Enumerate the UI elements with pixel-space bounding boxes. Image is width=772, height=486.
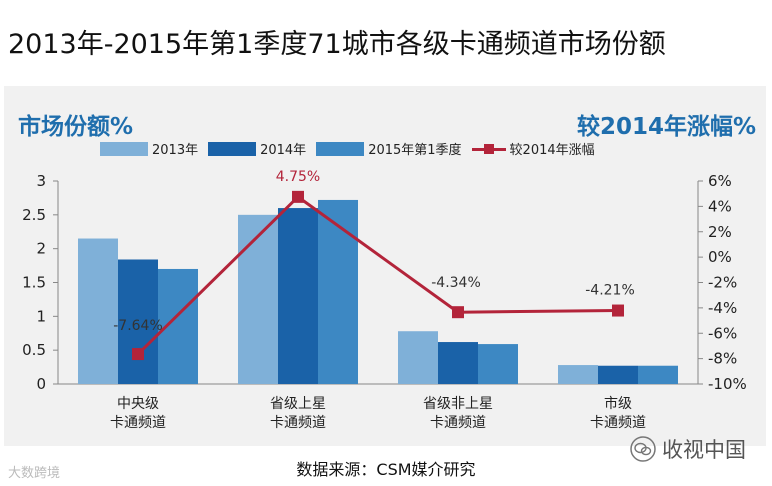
growth-data-label: 4.75%	[276, 169, 320, 185]
legend-swatch-2014	[208, 141, 257, 156]
category-label: 市级	[604, 395, 632, 412]
left-tick-label: 1.5	[22, 274, 46, 292]
legend-item-2014: 2014年	[208, 139, 306, 158]
bar-1-1	[278, 208, 318, 384]
left-tick-label: 3	[36, 172, 46, 190]
left-tick-label: 2.5	[22, 206, 46, 224]
category-label: 卡通频道	[270, 415, 326, 431]
bar-2-1	[438, 342, 478, 384]
watermark-right-label: 收视中国	[662, 438, 746, 462]
growth-data-label: -4.21%	[585, 283, 635, 299]
legend-swatch-2015q1	[316, 141, 365, 156]
legend-label-2014: 2014年	[260, 143, 307, 158]
legend-swatch-2013	[100, 141, 148, 156]
bar-1-2	[318, 199, 358, 384]
growth-data-label: -7.64%	[113, 318, 163, 334]
bar-2-0	[398, 331, 438, 384]
legend-label-growth: 较2014年涨幅	[509, 143, 595, 158]
source-note: 数据来源：CSM媒介研究	[296, 460, 476, 479]
legend: 2013年 2014年 2015年第1季度 较2014年涨幅	[100, 139, 605, 158]
left-axis-title: 市场份额%	[18, 114, 134, 140]
right-tick-label: -8%	[708, 350, 737, 368]
legend-item-2015q1: 2015年第1季度	[316, 139, 462, 158]
bar-3-0	[558, 365, 598, 384]
left-tick-label: 0.5	[22, 341, 46, 359]
bar-0-0	[78, 238, 118, 384]
bar-2-2	[478, 344, 518, 384]
growth-marker	[132, 348, 144, 361]
right-tick-label: -4%	[708, 299, 737, 317]
legend-item-2013: 2013年	[100, 139, 198, 158]
growth-marker	[612, 304, 624, 317]
legend-label-2013: 2013年	[152, 143, 199, 158]
category-label: 卡通频道	[110, 415, 166, 431]
right-tick-label: 6%	[708, 172, 732, 190]
growth-marker	[292, 190, 304, 203]
wechat-icon	[630, 436, 656, 462]
bar-1-0	[238, 214, 278, 384]
left-tick-label: 1	[36, 307, 46, 325]
right-tick-label: 0%	[708, 248, 732, 266]
legend-item-growth: 较2014年涨幅	[471, 139, 595, 158]
category-label: 卡通频道	[430, 415, 486, 431]
watermark-left: 大数跨境	[8, 466, 61, 481]
bar-0-1	[118, 259, 158, 384]
category-label: 省级上星	[270, 396, 326, 412]
right-tick-label: 4%	[708, 197, 732, 215]
category-label: 卡通频道	[590, 415, 646, 431]
left-tick-label: 2	[36, 240, 46, 258]
growth-data-label: -4.34%	[431, 275, 481, 291]
right-tick-label: -10%	[708, 375, 747, 393]
category-label: 省级非上星	[423, 396, 493, 412]
right-tick-label: -2%	[708, 274, 737, 292]
left-tick-label: 0	[36, 375, 46, 393]
bar-3-2	[638, 365, 678, 384]
page-title: 2013年-2015年第1季度71城市各级卡通频道市场份额	[8, 29, 666, 60]
watermark-right: 收视中国	[630, 434, 746, 464]
right-tick-label: -6%	[708, 324, 737, 342]
category-label: 中央级	[117, 396, 159, 412]
growth-line	[136, 194, 619, 356]
right-axis-title: 较2014年涨幅%	[576, 114, 756, 140]
right-tick-label: 2%	[708, 223, 732, 241]
legend-line-marker	[471, 142, 506, 156]
legend-label-2015q1: 2015年第1季度	[368, 143, 462, 158]
bar-3-1	[598, 365, 638, 384]
growth-marker	[452, 306, 464, 319]
